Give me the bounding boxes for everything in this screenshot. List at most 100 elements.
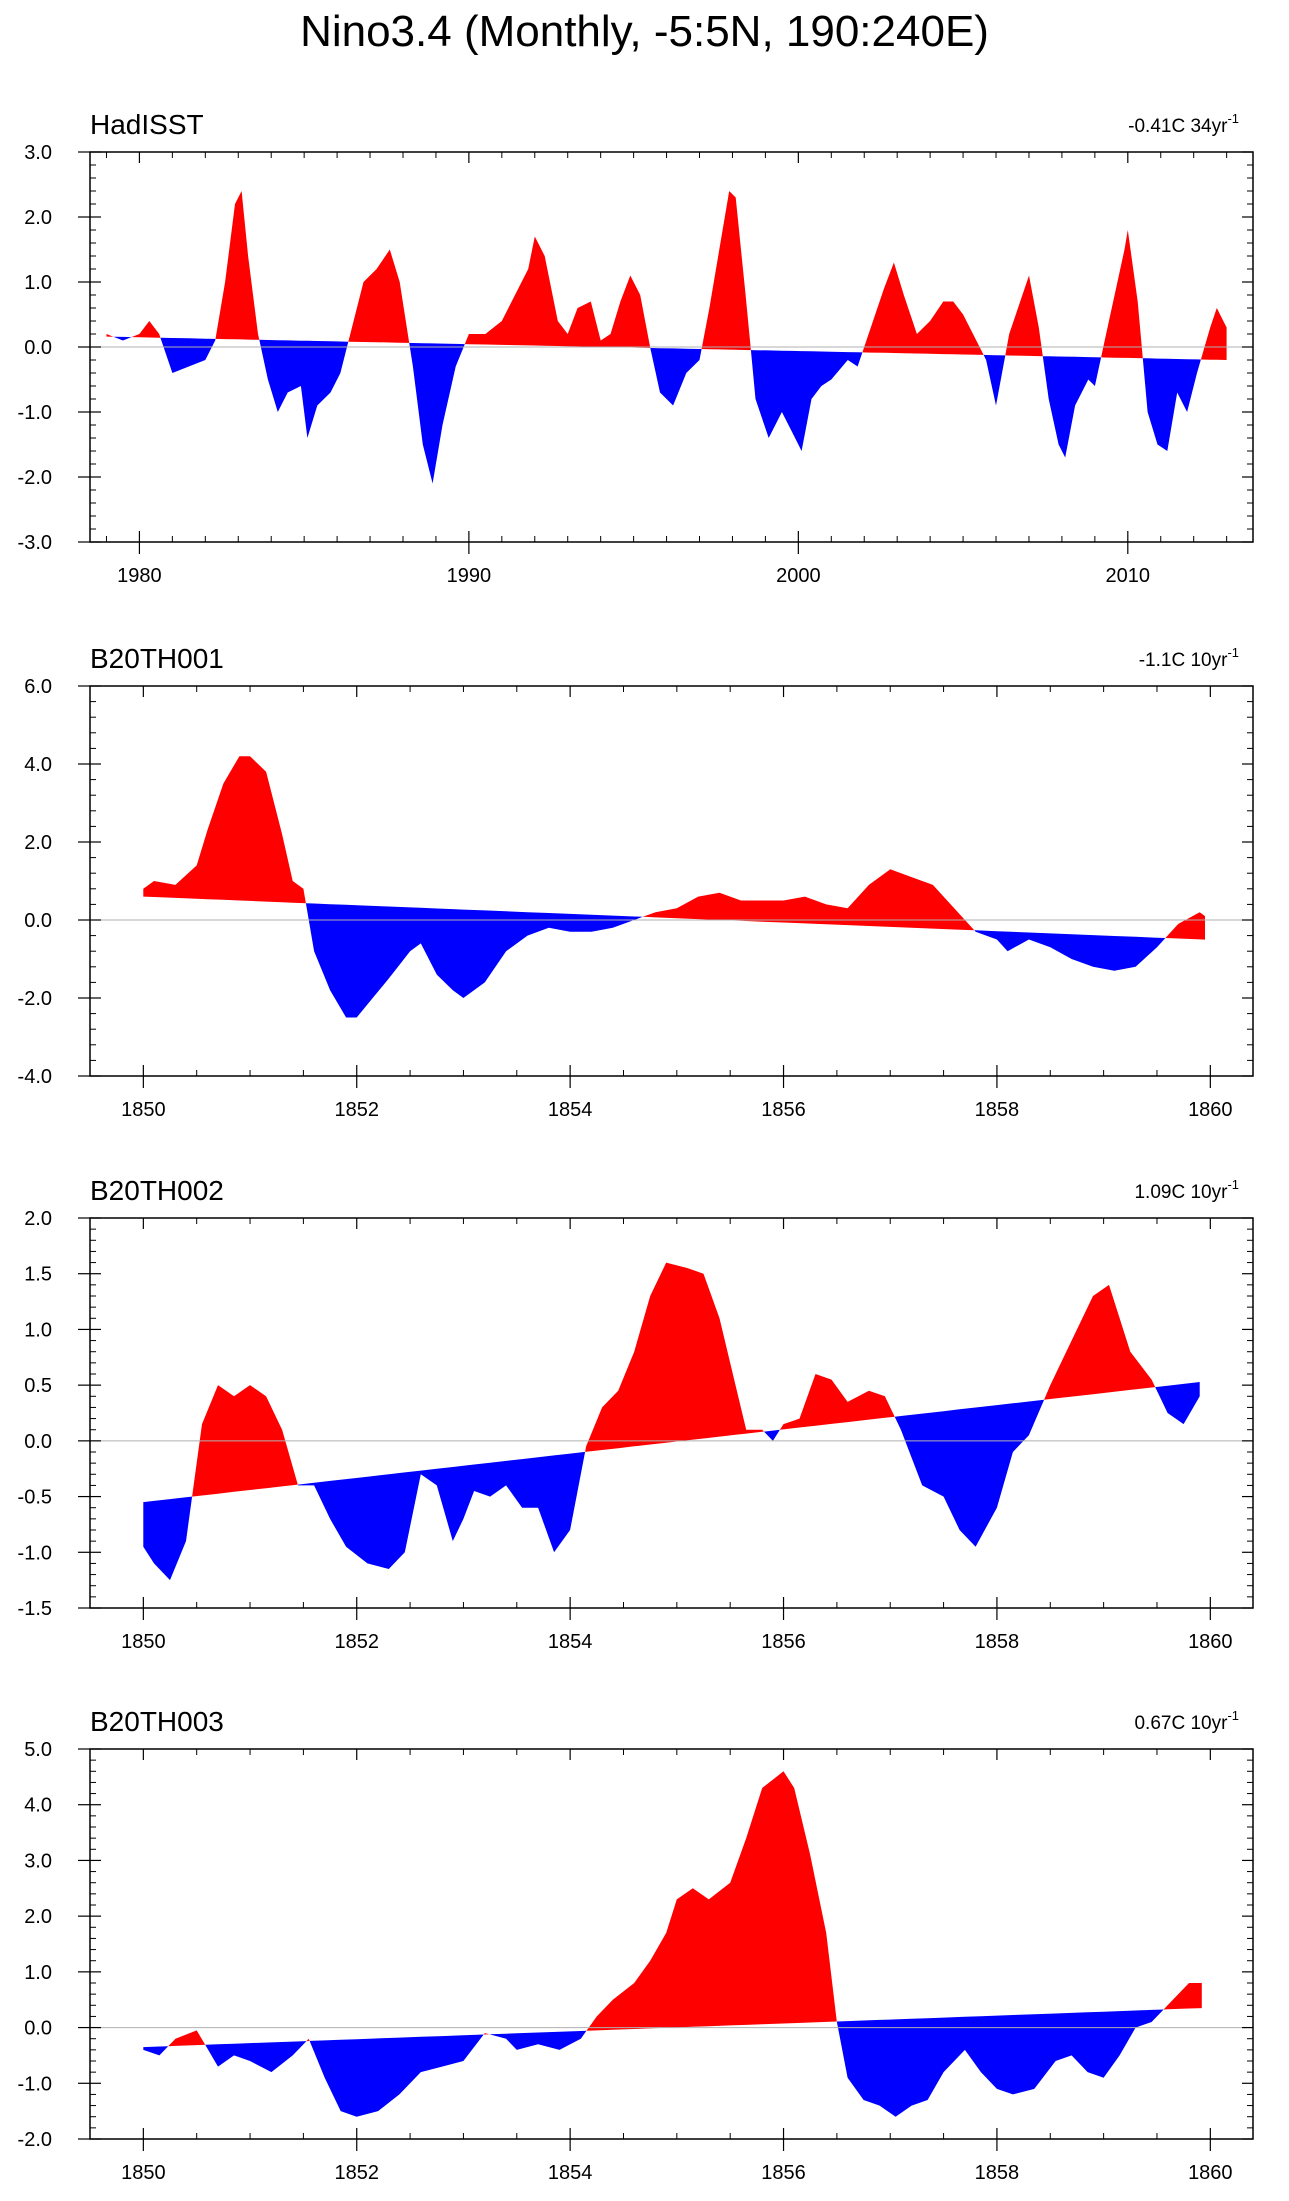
chart4-x-tick-label: 1860 [1188,2162,1233,2184]
chart2-positive-anomaly-area-1 [143,756,306,904]
chart3-trend-exponent: -1 [1227,1177,1239,1192]
chart1-x-tick-label: 2000 [776,565,821,587]
chart2-trend-exponent: -1 [1227,645,1239,660]
chart2-x-tick-label: 1860 [1188,1099,1233,1121]
chart1-negative-anomaly-area-12 [750,350,863,451]
chart4-negative-anomaly-area-5 [309,2034,484,2117]
chart3-y-tick-label: 1.5 [24,1264,52,1286]
chart2-x-tick-label: 1852 [334,1099,379,1121]
chart4-fills [143,1771,1202,2117]
chart3-x-tick-label: 1858 [975,1631,1020,1653]
chart1-trend-label: -0.41C 34yr-1 [1128,111,1239,137]
chart1-positive-anomaly-area-3 [131,321,161,338]
chart1-y-tick-label: 0.0 [24,337,52,359]
chart1-negative-anomaly-area-18 [1142,358,1201,451]
chart1-positive-anomaly-area-7 [348,249,410,343]
chart1-positive-anomaly-area-5 [215,191,260,340]
chart4-x-tick-label: 1858 [975,2162,1020,2184]
chart4-y-axis: -2.0 -1.0 0.0 1.0 2.0 3.0 4.0 5.0 [18,1739,1253,2151]
chart4-trend-exponent: -1 [1227,1708,1239,1723]
chart3-negative-anomaly-area-3 [297,1451,586,1569]
chart1-negative-anomaly-area-16 [1042,356,1102,458]
chart1-y-tick-label: 1.0 [24,272,52,294]
chart2-fills [143,756,1205,1018]
chart2-y-tick-label: 0.0 [24,910,52,932]
chart3-fills [143,1262,1200,1581]
chart1-y-tick-label: 2.0 [24,207,52,229]
chart4-positive-anomaly-area-4 [306,2038,310,2042]
chart1-x-tick-label: 1990 [447,565,492,587]
chart2-positive-anomaly-area-5 [1165,912,1205,940]
chart1-negative-anomaly-area-10 [650,348,702,406]
chart1-positive-anomaly-area-19 [1200,308,1227,360]
chart4-x-tick-label: 1852 [334,2162,379,2184]
chart2-y-tick-label: 6.0 [24,676,52,698]
chart4-y-tick-label: 2.0 [24,1906,52,1928]
chart3-positive-anomaly-area-8 [1044,1284,1156,1400]
chart1-negative-anomaly-area-6 [259,339,349,438]
chart2-y-axis: -4.0 -2.0 0.0 2.0 4.0 6.0 [18,676,1253,1088]
chart3-x-tick-label: 1854 [548,1631,593,1653]
chart4-y-tick-label: -2.0 [18,2129,52,2151]
chart3-y-tick-label: -0.5 [18,1487,52,1509]
chart4-negative-anomaly-area-3 [205,2041,307,2073]
chart2-negative-anomaly-area-2 [305,903,643,1018]
chart3-negative-anomaly-area-1 [143,1496,193,1581]
chart1-positive-anomaly-area-13 [862,262,984,355]
chart4-y-tick-label: 5.0 [24,1739,52,1761]
chart3-positive-anomaly-area-4 [585,1262,764,1452]
chart3-x-tick-label: 1856 [761,1631,806,1653]
chart2-y-tick-label: -4.0 [18,1066,52,1088]
chart1-x-tick-label: 2010 [1106,565,1151,587]
chart3-trend-value: 1.09C 10yr [1134,1182,1228,1203]
chart2-title: B20TH001 [90,643,224,674]
chart3-y-axis: -1.5 -1.0 -0.5 0.0 0.5 1.0 1.5 2.0 [18,1208,1253,1620]
chart3-plot-frame [89,1217,1254,1609]
chart2-trend-label: -1.1C 10yr-1 [1139,645,1239,671]
chart4-x-axis: 1850 1852 1854 1856 1858 1860 [89,1749,1233,2184]
chart1-y-axis: -3.0 -2.0 -1.0 0.0 1.0 2.0 3.0 [18,142,1253,554]
chart3-trend-label: 1.09C 10yr-1 [1134,1177,1239,1203]
chart1-x-tick-label: 1980 [117,565,162,587]
chart4-negative-anomaly-area-9 [836,2009,1164,2117]
chart3-negative-anomaly-area-7 [894,1399,1045,1547]
chart1-positive-anomaly-area-17 [1101,230,1143,359]
chart2-x-tick-label: 1858 [975,1099,1020,1121]
chart3-y-tick-label: 2.0 [24,1208,52,1230]
chart2-positive-anomaly-area-3 [642,869,975,931]
chart4-y-tick-label: 4.0 [24,1795,52,1817]
chart1-positive-anomaly-area-1 [106,334,114,337]
chart4-positive-anomaly-area-10 [1163,1983,1202,2010]
chart1-negative-anomaly-area-14 [983,354,1006,406]
chart3-y-tick-label: 1.0 [24,1319,52,1341]
chart1-y-tick-label: -2.0 [18,467,52,489]
chart3-x-tick-label: 1850 [121,1631,166,1653]
chart3-y-tick-label: -1.5 [18,1598,52,1620]
chart1-x-axis: 1980 1990 2000 2010 [105,152,1228,587]
chart1-y-tick-label: 3.0 [24,142,52,164]
chart3-y-tick-label: -1.0 [18,1542,52,1564]
chart4-trend-label: 0.67C 10yr-1 [1134,1708,1239,1734]
chart2-y-tick-label: -2.0 [18,988,52,1010]
chart2-x-tick-label: 1850 [121,1099,166,1121]
chart3-y-tick-label: 0.5 [24,1375,52,1397]
chart2-negative-anomaly-area-4 [974,930,1166,971]
chart3-x-tick-label: 1852 [334,1631,379,1653]
chart3-x-axis: 1850 1852 1854 1856 1858 1860 [89,1218,1233,1653]
chart2-y-tick-label: 4.0 [24,754,52,776]
chart3-title: B20TH002 [90,1175,224,1206]
chart1-title: HadISST [90,109,204,140]
chart4-x-tick-label: 1854 [548,2162,593,2184]
chart1-y-tick-label: -3.0 [18,532,52,554]
figure-title: Nino3.4 (Monthly, -5:5N, 190:240E) [300,7,989,56]
chart1-positive-anomaly-area-9 [464,236,651,348]
chart4-positive-anomaly-area-2 [168,2030,206,2047]
chart3-positive-anomaly-area-6 [779,1374,895,1430]
chart4-y-tick-label: 0.0 [24,2018,52,2040]
chart2-panel: -4.0 -2.0 0.0 2.0 4.0 6.0 1850 1852 1854 1856 1858… [18,643,1254,1121]
chart3-negative-anomaly-area-9 [1155,1382,1200,1425]
